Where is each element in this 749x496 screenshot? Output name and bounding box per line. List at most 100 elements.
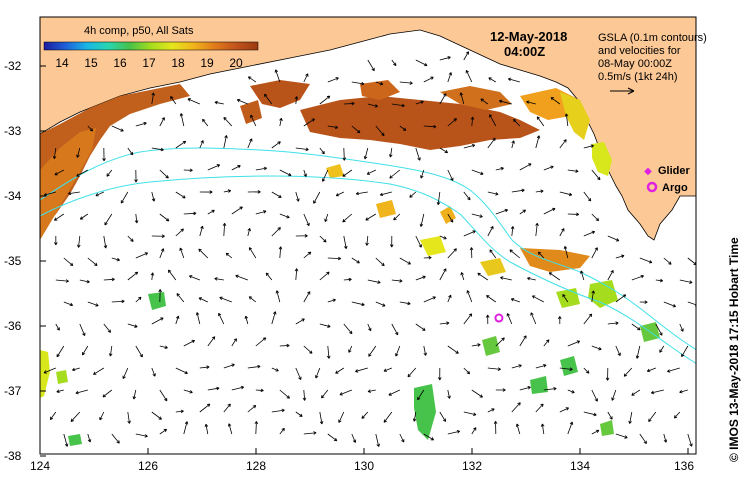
velocity-arrow xyxy=(511,364,522,369)
velocity-arrow xyxy=(615,254,625,259)
colorbar-tick: 14 xyxy=(55,56,69,70)
lat-label: -34 xyxy=(4,189,22,203)
velocity-arrow xyxy=(227,423,233,435)
lon-label: 128 xyxy=(246,459,266,473)
velocity-arrow xyxy=(225,252,233,259)
velocity-arrow xyxy=(351,257,360,264)
velocity-arrow xyxy=(439,147,449,154)
velocity-arrow xyxy=(255,210,267,215)
velocity-arrow xyxy=(49,411,57,421)
velocity-arrow xyxy=(111,257,120,262)
velocity-arrow xyxy=(471,343,481,347)
velocity-arrow xyxy=(271,141,281,149)
velocity-arrow xyxy=(495,337,505,347)
lon-label: 132 xyxy=(462,459,482,473)
velocity-arrow xyxy=(409,191,417,198)
velocity-arrow xyxy=(366,169,376,175)
colorbar-tick: 19 xyxy=(200,56,214,70)
velocity-arrow xyxy=(127,323,138,328)
velocity-arrow xyxy=(535,222,539,237)
velocity-arrow xyxy=(70,411,81,422)
velocity-arrow xyxy=(198,297,208,303)
velocity-arrow xyxy=(122,367,129,379)
velocity-arrow xyxy=(487,225,494,237)
velocity-arrow xyxy=(463,313,473,325)
velocity-arrow xyxy=(170,96,177,105)
velocity-arrow xyxy=(295,411,303,417)
velocity-arrow xyxy=(303,345,313,354)
velocity-arrow xyxy=(531,295,545,303)
velocity-arrow xyxy=(175,409,184,414)
info-line: GSLA (0.1m contours) xyxy=(598,32,707,44)
velocity-arrow xyxy=(159,248,165,259)
velocity-arrow xyxy=(591,389,598,402)
lon-label: 126 xyxy=(138,459,158,473)
velocity-arrow xyxy=(631,323,641,331)
latitude-axis: -32 -33 -34 -35 -36 -37 -38 xyxy=(4,59,46,463)
velocity-arrow xyxy=(447,169,454,181)
gsla-info: GSLA (0.1m contours) and velocities for … xyxy=(598,32,707,95)
velocity-arrow xyxy=(655,278,664,283)
velocity-arrow xyxy=(495,166,504,171)
velocity-arrow xyxy=(87,433,92,443)
velocity-arrow xyxy=(367,389,376,393)
velocity-arrow xyxy=(687,433,693,447)
velocity-arrow xyxy=(102,389,113,398)
velocity-arrow xyxy=(265,272,273,281)
velocity-arrow xyxy=(447,389,451,399)
argo-label: Argo xyxy=(662,182,688,194)
lat-label: -37 xyxy=(4,384,22,398)
velocity-arrow xyxy=(389,169,401,179)
velocity-arrow xyxy=(223,363,235,369)
velocity-arrow xyxy=(527,276,536,281)
velocity-arrow xyxy=(43,367,56,374)
velocity-arrow xyxy=(383,367,392,372)
velocity-arrow xyxy=(183,421,189,435)
velocity-arrows xyxy=(43,51,696,447)
velocity-arrow xyxy=(176,293,185,303)
velocity-arrow xyxy=(415,235,422,248)
velocity-arrow xyxy=(471,213,483,218)
velocity-arrow xyxy=(187,98,200,105)
velocity-arrow xyxy=(493,421,498,435)
velocity-arrow xyxy=(127,271,139,281)
velocity-arrow xyxy=(103,323,112,333)
velocity-arrow xyxy=(536,116,545,127)
velocity-arrow xyxy=(351,125,361,134)
velocity-arrow xyxy=(295,234,308,238)
velocity-arrow xyxy=(87,301,99,307)
velocity-arrow xyxy=(407,367,417,378)
velocity-arrow xyxy=(335,191,344,197)
platform-legend: ◆ Glider Argo xyxy=(644,165,690,194)
velocity-arrow xyxy=(559,367,573,371)
velocity-arrow xyxy=(255,337,267,347)
velocity-arrow xyxy=(188,275,200,281)
velocity-arrow xyxy=(679,389,688,394)
velocity-arrow xyxy=(127,411,131,424)
velocity-arrow xyxy=(540,423,545,435)
velocity-arrow xyxy=(687,301,696,307)
velocity-arrow xyxy=(326,345,331,359)
velocity-arrow xyxy=(327,298,336,303)
velocity-arrow xyxy=(655,323,663,336)
velocity-arrow xyxy=(68,191,80,196)
velocity-arrow xyxy=(235,274,248,281)
velocity-arrow xyxy=(348,345,353,353)
velocity-arrow xyxy=(127,235,134,242)
velocity-arrow xyxy=(557,316,562,325)
velocity-arrow xyxy=(175,140,187,149)
velocity-arrow xyxy=(351,433,357,443)
velocity-arrow xyxy=(391,59,397,66)
velocity-arrow xyxy=(591,290,595,303)
velocity-arrow xyxy=(343,323,353,335)
velocity-arrow xyxy=(511,402,521,413)
velocity-arrow xyxy=(167,269,177,281)
velocity-arrow xyxy=(567,389,575,394)
velocity-arrow xyxy=(463,411,477,416)
velocity-arrow xyxy=(488,77,497,83)
velocity-arrow xyxy=(399,81,413,85)
velocity-arrow xyxy=(447,430,461,435)
velocity-arrow xyxy=(463,143,476,149)
velocity-arrow xyxy=(375,125,385,137)
velocity-arrow xyxy=(151,191,156,202)
